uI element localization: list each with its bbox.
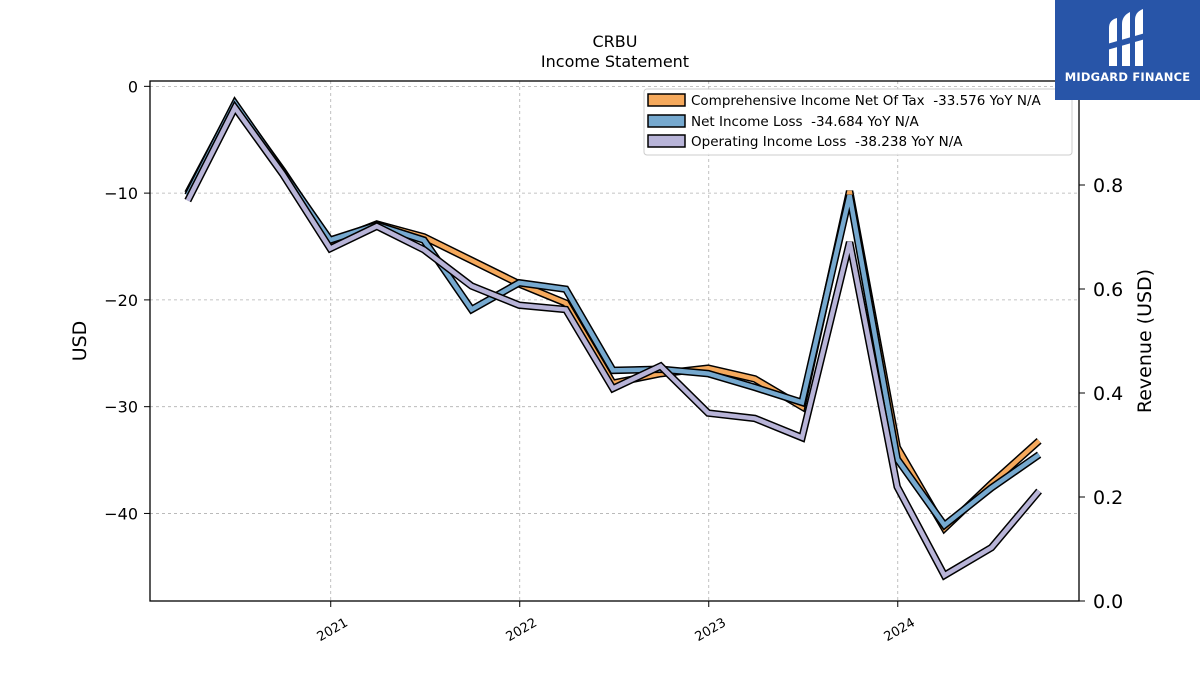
- y-right-tick-label: 0.0: [1093, 591, 1123, 613]
- y-axis-right: 0.0 0.2 0.4 0.6 0.8: [1079, 175, 1123, 613]
- y-right-tick-label: 0.2: [1093, 487, 1123, 509]
- x-tick-label: 2022: [504, 615, 540, 645]
- y-right-tick-label: 0.4: [1093, 383, 1123, 405]
- grid: [150, 81, 1079, 601]
- series-outline: [184, 97, 1042, 535]
- series-stroke: [185, 103, 1041, 579]
- legend-swatch-comprehensive-income: [647, 93, 686, 107]
- x-tick-label: 2024: [882, 615, 918, 645]
- series-outline: [184, 100, 1042, 581]
- y-right-tick-label: 0.8: [1093, 175, 1123, 197]
- legend-swatch-operating-income-loss: [647, 134, 686, 148]
- legend-swatch-net-income-loss: [647, 114, 686, 128]
- y-axis-label-right: Revenue (USD): [1134, 269, 1156, 413]
- brand-logo: MIDGARD FINANCE: [1055, 0, 1200, 100]
- brand-mark-icon: [1107, 9, 1149, 66]
- chart-title: CRBU: [593, 32, 638, 51]
- brand-name: MIDGARD FINANCE: [1064, 70, 1191, 84]
- legend-label-operating-income-loss: Operating Income Loss -38.238 YoY N/A: [691, 134, 963, 150]
- y-tick-label: −30: [104, 398, 138, 417]
- series-line-0: [184, 97, 1042, 535]
- series-line-1: [184, 96, 1042, 531]
- chart-subtitle: Income Statement: [541, 52, 689, 71]
- y-tick-label: −40: [104, 504, 138, 523]
- series-outline: [184, 96, 1042, 531]
- legend-box: [643, 88, 1073, 156]
- series-stroke: [185, 99, 1041, 529]
- y-axis-left: 0 −10 −20 −30 −40: [104, 77, 150, 523]
- x-axis: 2021 2022 2023 2024: [315, 601, 918, 645]
- y-tick-label: −10: [104, 184, 138, 203]
- series-line-2: [184, 100, 1042, 581]
- x-tick-label: 2023: [693, 615, 729, 645]
- y-axis-label-left: USD: [69, 321, 91, 362]
- y-tick-label: 0: [128, 77, 138, 96]
- legend-label-net-income-loss: Net Income Loss -34.684 YoY N/A: [691, 114, 919, 130]
- plot-frame: [149, 80, 1080, 602]
- legend: Comprehensive Income Net Of Tax -33.576 …: [643, 88, 1073, 156]
- series-lines: [184, 96, 1042, 581]
- y-tick-label: −20: [104, 291, 138, 310]
- x-tick-label: 2021: [315, 615, 351, 645]
- legend-label-comprehensive-income: Comprehensive Income Net Of Tax -33.576 …: [691, 93, 1042, 109]
- y-right-tick-label: 0.6: [1093, 279, 1123, 301]
